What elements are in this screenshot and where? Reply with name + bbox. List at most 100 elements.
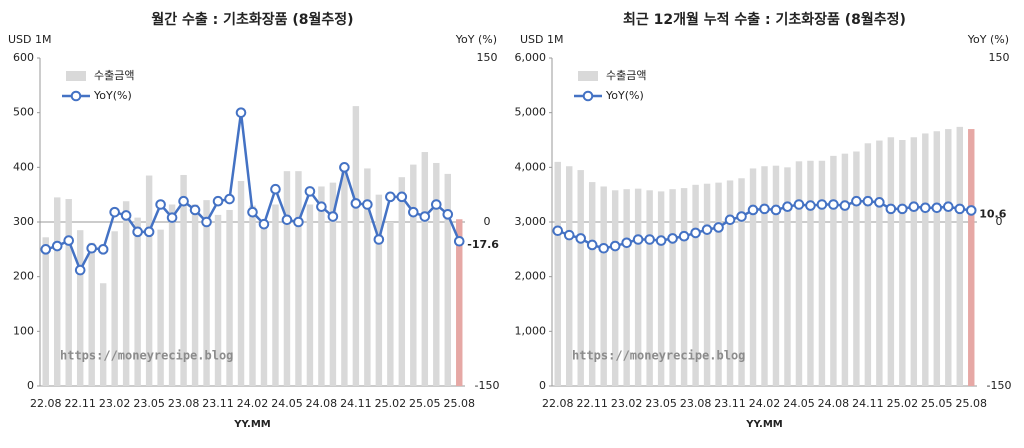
yoy-marker xyxy=(563,229,575,241)
yoy-marker xyxy=(396,191,408,203)
bar xyxy=(945,129,952,387)
yoy-marker xyxy=(897,203,908,215)
value-label: -17.6 xyxy=(467,238,499,251)
x-tick-label: 24.08 xyxy=(306,397,338,410)
yoy-marker xyxy=(678,230,690,242)
bar xyxy=(122,201,130,386)
y-tick-label: 400 xyxy=(13,160,34,173)
x-tick-label: 22.08 xyxy=(30,397,62,410)
yoy-marker xyxy=(747,204,759,216)
legend-swatch xyxy=(578,71,598,81)
yoy-marker xyxy=(920,202,931,214)
bar xyxy=(295,171,302,386)
bar xyxy=(65,199,72,386)
x-tick-label: 25.08 xyxy=(956,397,988,410)
bar xyxy=(818,160,826,386)
bar xyxy=(54,197,61,386)
bar xyxy=(42,237,49,386)
yoy-marker xyxy=(40,244,52,255)
yoy-marker xyxy=(644,234,655,245)
bar xyxy=(329,182,337,386)
x-tick-label: 25.05 xyxy=(409,397,441,410)
bar xyxy=(657,191,665,386)
bar xyxy=(191,204,199,386)
bar xyxy=(157,229,164,386)
x-tick-label: 24.02 xyxy=(237,397,269,410)
bar xyxy=(260,220,268,386)
yoy-marker xyxy=(759,203,770,215)
watermark: https://moneyrecipe.blog xyxy=(572,349,745,363)
yoy-marker xyxy=(235,107,247,118)
y-tick-label: 500 xyxy=(13,106,34,119)
yoy-marker xyxy=(293,216,304,228)
bar xyxy=(611,190,619,386)
bar xyxy=(853,151,860,386)
yoy-marker xyxy=(281,214,293,226)
yoy-marker xyxy=(453,235,465,247)
yoy-marker xyxy=(862,195,874,207)
bar xyxy=(352,106,360,387)
bar xyxy=(680,188,688,386)
yoy-marker xyxy=(120,210,132,221)
bar xyxy=(922,133,929,386)
legend-marker xyxy=(582,90,594,102)
bar xyxy=(577,170,584,386)
bar xyxy=(968,129,975,387)
bar xyxy=(899,140,906,386)
yoy-marker xyxy=(224,193,235,205)
yoy-marker xyxy=(701,224,713,235)
bar xyxy=(306,204,314,386)
yoy-marker xyxy=(793,199,805,210)
y-tick-label: 4,000 xyxy=(515,160,547,173)
yoy-marker xyxy=(408,206,419,218)
bar xyxy=(433,162,440,386)
x-tick-label: 24.05 xyxy=(271,397,303,410)
bar xyxy=(600,186,607,386)
bar xyxy=(715,182,722,386)
bar xyxy=(669,189,676,386)
bar xyxy=(421,152,429,386)
x-axis-label: YY.MM xyxy=(233,419,271,430)
y-tick-label: 3,000 xyxy=(515,215,547,228)
yoy-marker xyxy=(839,200,851,211)
bar xyxy=(168,204,176,386)
yoy-marker xyxy=(609,240,621,252)
bar xyxy=(726,180,734,386)
x-tick-label: 22.11 xyxy=(576,397,608,410)
x-tick-label: 25.02 xyxy=(375,397,407,410)
yoy-marker xyxy=(713,222,724,233)
bar xyxy=(554,161,561,386)
y-tick-label: 600 xyxy=(13,51,34,64)
yoy-marker xyxy=(155,199,166,210)
yoy-marker xyxy=(166,212,178,223)
y-tick-label: 100 xyxy=(13,324,34,337)
bar xyxy=(364,168,371,386)
yoy-marker xyxy=(51,240,63,252)
bar xyxy=(623,189,630,386)
yoy-marker xyxy=(874,197,885,208)
yoy-marker xyxy=(770,204,782,216)
yoy-marker xyxy=(632,234,644,245)
yoy-marker xyxy=(828,199,839,210)
bar xyxy=(841,153,849,386)
bar xyxy=(249,205,256,386)
yoy-marker xyxy=(782,201,793,212)
y2-tick-label: -150 xyxy=(987,379,1012,392)
bar xyxy=(807,160,814,386)
yoy-marker xyxy=(270,183,281,195)
x-tick-label: 23.02 xyxy=(611,397,643,410)
yoy-marker xyxy=(736,211,747,222)
legend-marker xyxy=(70,90,82,102)
y2-tick-label: 150 xyxy=(477,51,498,64)
bar xyxy=(887,137,895,386)
y2-tick-label: 0 xyxy=(484,215,491,228)
legend-swatch xyxy=(66,71,86,81)
bar xyxy=(283,171,291,386)
bar xyxy=(375,194,383,386)
yoy-marker xyxy=(132,226,143,238)
x-tick-label: 22.11 xyxy=(64,397,96,410)
watermark: https://moneyrecipe.blog xyxy=(60,349,233,363)
y-axis-label: USD 1M xyxy=(520,33,564,46)
